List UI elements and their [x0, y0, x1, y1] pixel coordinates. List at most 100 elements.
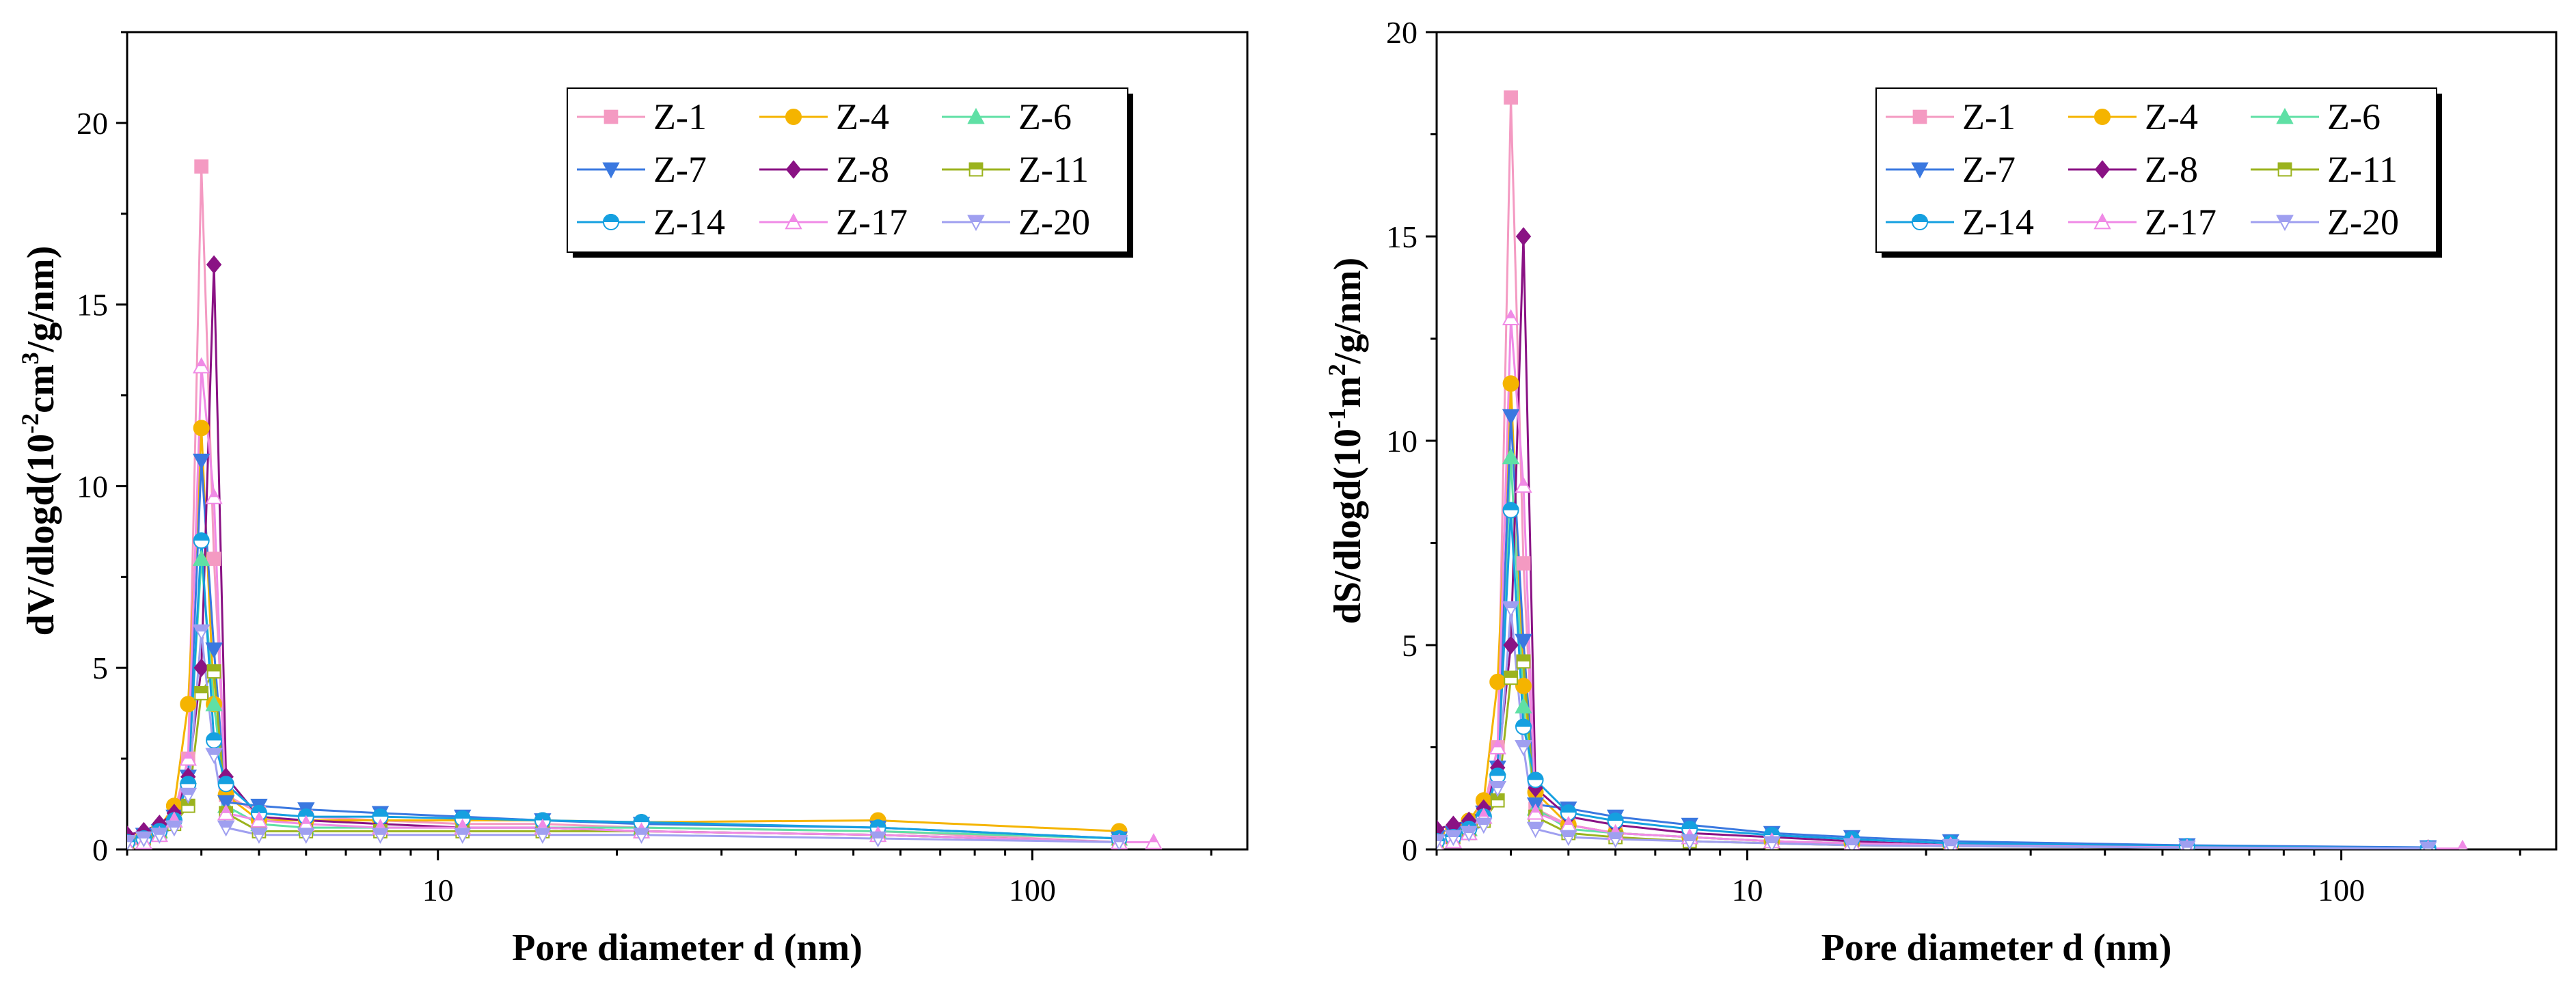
x-axis-title: Pore diameter d (nm) — [1821, 927, 2172, 969]
data-point-z-14 — [217, 776, 234, 793]
data-point-z-17 — [1560, 816, 1577, 832]
legend-entry-z-7: Z-7 — [577, 149, 707, 190]
legend-marker — [1912, 214, 1928, 230]
series-group — [1437, 90, 2468, 849]
legend-label: Z-7 — [653, 149, 707, 190]
data-point-z-20 — [1489, 780, 1506, 797]
data-point-z-1 — [194, 159, 209, 174]
legend-box — [1875, 87, 2437, 253]
legend-entry-z-8: Z-8 — [759, 149, 889, 190]
data-point-z-14 — [1607, 813, 1624, 830]
legend-marker — [968, 162, 984, 177]
y-axis-title: dS/dlogd(10-1m2/g/nm) — [1323, 258, 1369, 625]
data-point-z-20 — [2419, 841, 2437, 849]
series-line-z-20 — [127, 630, 1120, 843]
legend-marker — [785, 109, 802, 125]
legend-marker — [2093, 213, 2111, 230]
data-point-z-6 — [205, 695, 223, 711]
legend-marker — [967, 107, 985, 124]
data-point-z-14 — [1527, 772, 1544, 789]
legend-entry-z-17: Z-17 — [2068, 202, 2216, 243]
legend-entry-z-17: Z-17 — [759, 202, 908, 243]
y-tick-label: 20 — [77, 106, 108, 141]
legend-entry-z-6: Z-6 — [942, 96, 1072, 137]
data-point-z-14 — [1515, 718, 1532, 735]
data-point-z-20 — [192, 624, 211, 641]
data-point-z-6 — [192, 549, 211, 567]
y-tick-label: 10 — [1386, 424, 1418, 459]
data-point-z-14 — [1489, 767, 1506, 785]
legend-marker — [603, 214, 619, 230]
legend-label: Z-17 — [2145, 202, 2216, 243]
legend-label: Z-17 — [836, 202, 908, 243]
legend-label: Z-8 — [2145, 149, 2198, 190]
data-point-z-7 — [1515, 633, 1532, 651]
x-tick-label: 10 — [1731, 873, 1763, 908]
series-line-z-7 — [127, 459, 1120, 843]
legend-entry-z-1: Z-1 — [577, 96, 707, 137]
legend-label: Z-20 — [2327, 202, 2399, 243]
data-point-z-17 — [1489, 738, 1506, 754]
data-point-z-17 — [179, 750, 197, 766]
x-tick-label: 100 — [2318, 873, 2365, 908]
series-line-z-6 — [127, 558, 1120, 840]
data-point-z-17 — [192, 357, 211, 374]
x-minor-ticks — [126, 849, 1212, 860]
data-point-z-7 — [192, 453, 211, 470]
y-tick-label: 20 — [1386, 15, 1418, 50]
x-tick-label: 100 — [1009, 873, 1056, 908]
data-point-z-8 — [193, 658, 209, 677]
data-point-z-20 — [297, 828, 315, 844]
series-line-z-11 — [127, 670, 1120, 843]
data-point-z-6 — [1515, 697, 1532, 714]
data-point-z-17 — [205, 488, 223, 504]
legend-label: Z-6 — [2327, 96, 2381, 137]
data-point-z-20 — [165, 820, 183, 837]
data-point-z-20 — [1475, 817, 1493, 834]
y-tick-label: 0 — [92, 832, 108, 867]
y-axis-title-mid: cm — [20, 364, 62, 413]
data-point-z-4 — [1515, 677, 1532, 694]
data-point-z-20 — [632, 828, 651, 844]
data-point-z-17 — [2457, 839, 2468, 849]
data-point-z-7 — [205, 642, 223, 659]
x-minor-ticks — [1435, 849, 2521, 860]
data-point-z-11 — [194, 686, 209, 700]
legend-entry-z-4: Z-4 — [759, 96, 889, 137]
data-point-z-8 — [1515, 227, 1532, 246]
legend-label: Z-20 — [1018, 202, 1090, 243]
legend-label: Z-14 — [1962, 202, 2034, 243]
series-line-z-17 — [127, 365, 1154, 847]
data-point-z-1 — [1516, 556, 1531, 571]
legend-entry-z-11: Z-11 — [942, 149, 1089, 190]
legend-marker — [604, 109, 619, 124]
y-axis-title-base: dV/dlogd(10 — [20, 434, 62, 636]
data-point-z-17 — [1526, 804, 1545, 820]
legend-entry-z-20: Z-20 — [2251, 202, 2399, 243]
data-point-z-20 — [1942, 838, 1960, 849]
data-point-z-20 — [1110, 835, 1128, 849]
data-point-z-4 — [180, 696, 197, 713]
series-line-z-20 — [1437, 607, 2428, 849]
chart-panel-left: 10 100 0 5 10 15 20 Pore diameter d (nm) dV/dlog… — [16, 31, 1249, 969]
data-point-z-17 — [250, 811, 268, 828]
y-axis-title-sup1: -1 — [1323, 408, 1351, 428]
data-point-z-20 — [454, 828, 472, 844]
data-point-z-20 — [1437, 834, 1446, 849]
legend-entry-z-8: Z-8 — [2068, 149, 2198, 190]
data-point-z-20 — [1460, 826, 1478, 843]
data-point-z-20 — [135, 831, 153, 848]
legend-marker — [2094, 109, 2111, 125]
y-axis-title-sup2: 2 — [1323, 364, 1351, 376]
y-tick-label: 10 — [77, 469, 108, 504]
y-tick-label: 5 — [92, 651, 108, 685]
data-point-z-20 — [371, 828, 390, 844]
legend-entry-z-11: Z-11 — [2251, 149, 2398, 190]
series-line-z-6 — [1437, 456, 2428, 849]
legend-label: Z-4 — [836, 96, 889, 137]
y-axis-title-sup2: 3 — [16, 352, 44, 364]
legend-marker — [2276, 215, 2294, 232]
legend-marker — [967, 215, 985, 232]
data-point-z-6 — [1502, 448, 1520, 465]
data-point-z-11 — [1504, 670, 1518, 685]
